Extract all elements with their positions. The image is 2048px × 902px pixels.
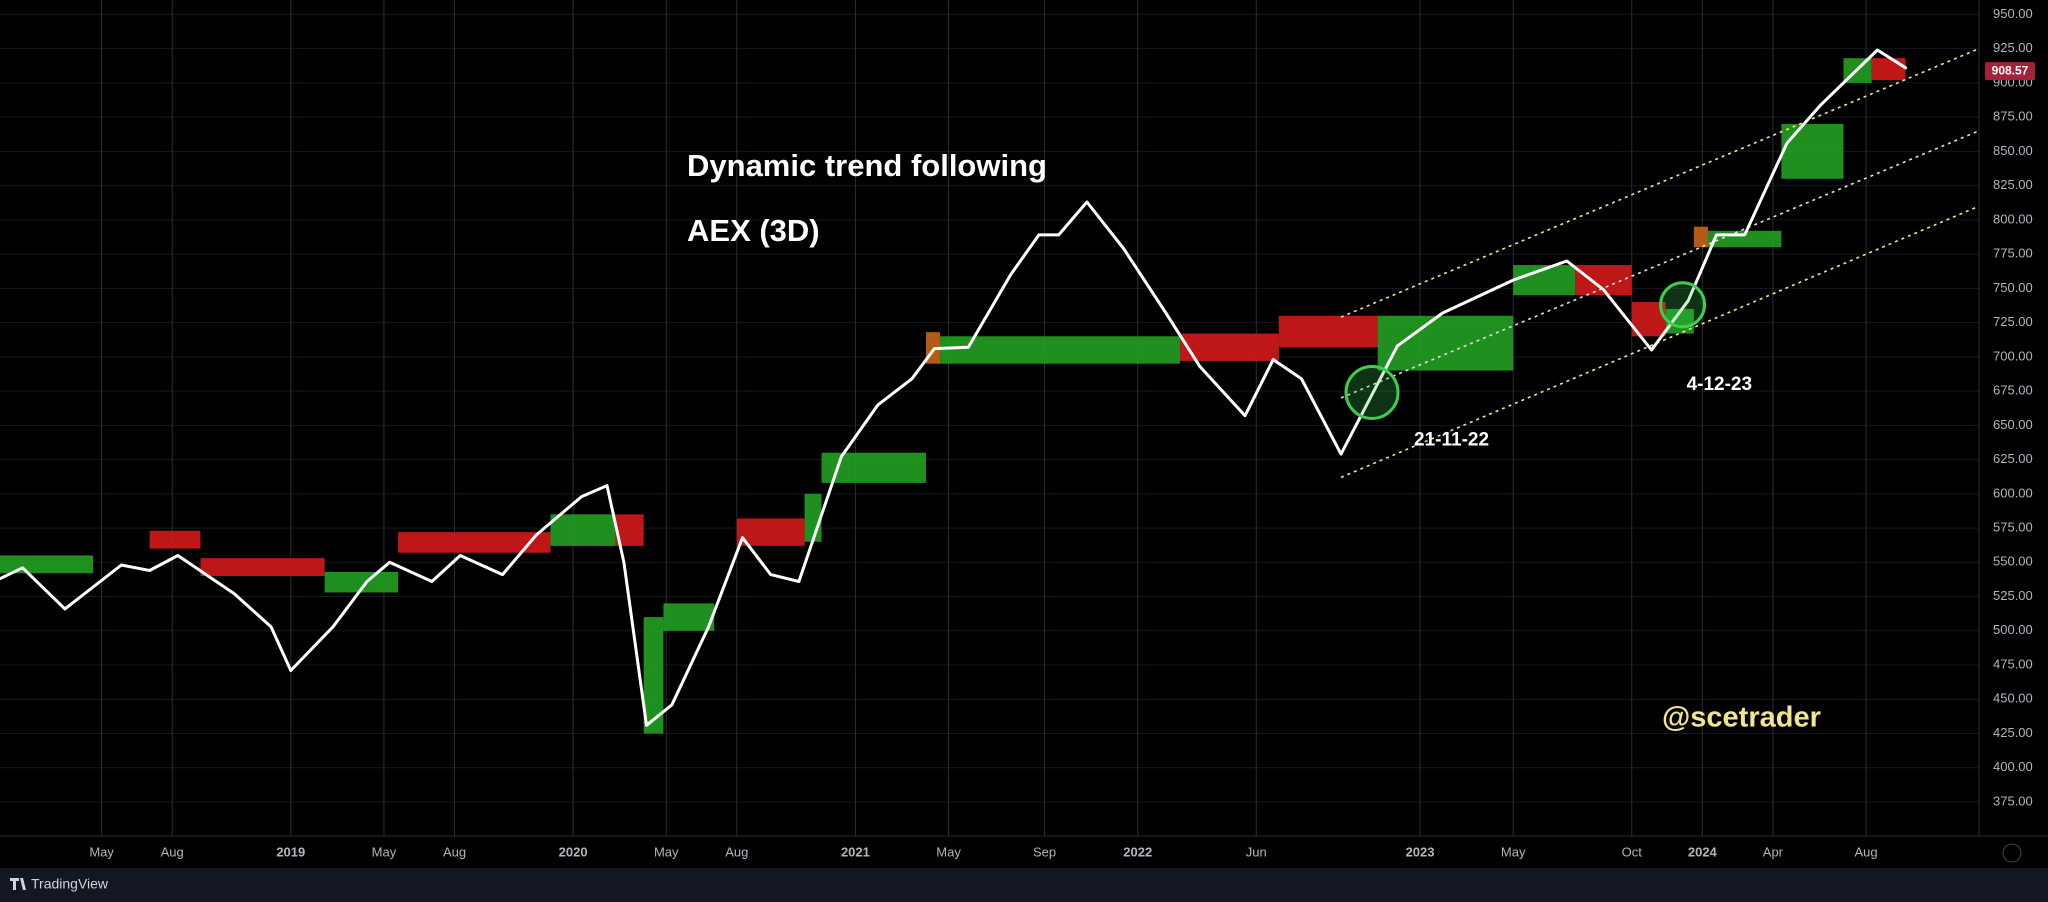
signal-label: 4-12-23 — [1687, 374, 1753, 395]
y-tick-label: 450.00 — [1993, 691, 2033, 706]
y-tick-label: 825.00 — [1993, 177, 2033, 192]
x-tick-label: Oct — [1622, 844, 1643, 859]
trend-channel-line — [1340, 47, 1980, 318]
trend-band — [550, 514, 616, 546]
x-tick-label: May — [1501, 844, 1526, 859]
x-tick-label: Aug — [1855, 844, 1878, 859]
chart-subtitle: AEX (3D) — [687, 213, 820, 248]
brand-logo — [10, 878, 26, 890]
plot — [0, 47, 1980, 734]
price-line — [0, 48, 1908, 727]
last-price-label: 908.57 — [1992, 63, 2029, 77]
trend-band — [643, 617, 664, 734]
y-tick-label: 550.00 — [1993, 554, 2033, 569]
trend-band — [1693, 226, 1708, 248]
x-tick-label: Sep — [1033, 844, 1056, 859]
x-tick-label: 2020 — [559, 844, 588, 859]
x-tick-label: May — [654, 844, 679, 859]
y-tick-label: 625.00 — [1993, 451, 2033, 466]
y-tick-label: 800.00 — [1993, 211, 2033, 226]
auto-scale-button[interactable] — [2002, 843, 2022, 863]
y-tick-label: 400.00 — [1993, 759, 2033, 774]
signal-label: 21-11-22 — [1414, 429, 1489, 450]
x-tick-label: Aug — [443, 844, 466, 859]
trend-band — [1180, 333, 1279, 361]
trend-band — [200, 558, 325, 577]
x-tick-label: 2021 — [841, 844, 870, 859]
y-tick-label: 425.00 — [1993, 725, 2033, 740]
y-tick-label: 950.00 — [1993, 6, 2033, 21]
y-tick-label: 725.00 — [1993, 314, 2033, 329]
y-tick-label: 525.00 — [1993, 588, 2033, 603]
y-tick-label: 500.00 — [1993, 622, 2033, 637]
trend-band — [398, 532, 551, 553]
watermark: @scetrader — [1662, 702, 1821, 734]
trend-band — [1278, 315, 1378, 348]
x-tick-label: 2024 — [1688, 844, 1718, 859]
trend-band — [149, 530, 201, 549]
y-tick-label: 675.00 — [1993, 383, 2033, 398]
trend-band — [1781, 123, 1844, 179]
signal-marker — [1659, 281, 1707, 329]
brand-name: TradingView — [31, 876, 109, 892]
y-tick-label: 775.00 — [1993, 246, 2033, 261]
x-tick-label: Aug — [161, 844, 184, 859]
x-tick-label: May — [372, 844, 397, 859]
y-tick-label: 575.00 — [1993, 520, 2033, 535]
x-tick-label: Aug — [725, 844, 748, 859]
y-tick-label: 700.00 — [1993, 348, 2033, 363]
x-tick-label: May — [936, 844, 961, 859]
trend-band — [1377, 315, 1514, 371]
y-tick-label: 650.00 — [1993, 417, 2033, 432]
chart-title: Dynamic trend following — [687, 148, 1047, 183]
trend-band — [324, 571, 399, 593]
trend-channel-line — [1340, 130, 1980, 399]
x-tick-label: May — [89, 844, 114, 859]
y-tick-label: 850.00 — [1993, 143, 2033, 158]
x-tick-label: Apr — [1763, 844, 1784, 859]
trend-band — [1871, 58, 1906, 81]
x-tick-label: Jun — [1246, 844, 1267, 859]
y-tick-label: 475.00 — [1993, 656, 2033, 671]
x-tick-label: 2023 — [1406, 844, 1435, 859]
x-tick-label: 2019 — [276, 844, 305, 859]
y-tick-label: 925.00 — [1993, 40, 2033, 55]
trend-band — [663, 603, 715, 631]
trend-band — [736, 518, 805, 546]
y-tick-label: 875.00 — [1993, 109, 2033, 124]
x-tick-label: 2022 — [1123, 844, 1152, 859]
y-tick-label: 375.00 — [1993, 793, 2033, 808]
trend-band — [940, 336, 1181, 364]
footer-bar — [0, 868, 2048, 902]
signal-marker — [1344, 364, 1400, 420]
y-tick-label: 750.00 — [1993, 280, 2033, 295]
y-tick-label: 600.00 — [1993, 485, 2033, 500]
last-price-tag — [1985, 62, 2035, 81]
